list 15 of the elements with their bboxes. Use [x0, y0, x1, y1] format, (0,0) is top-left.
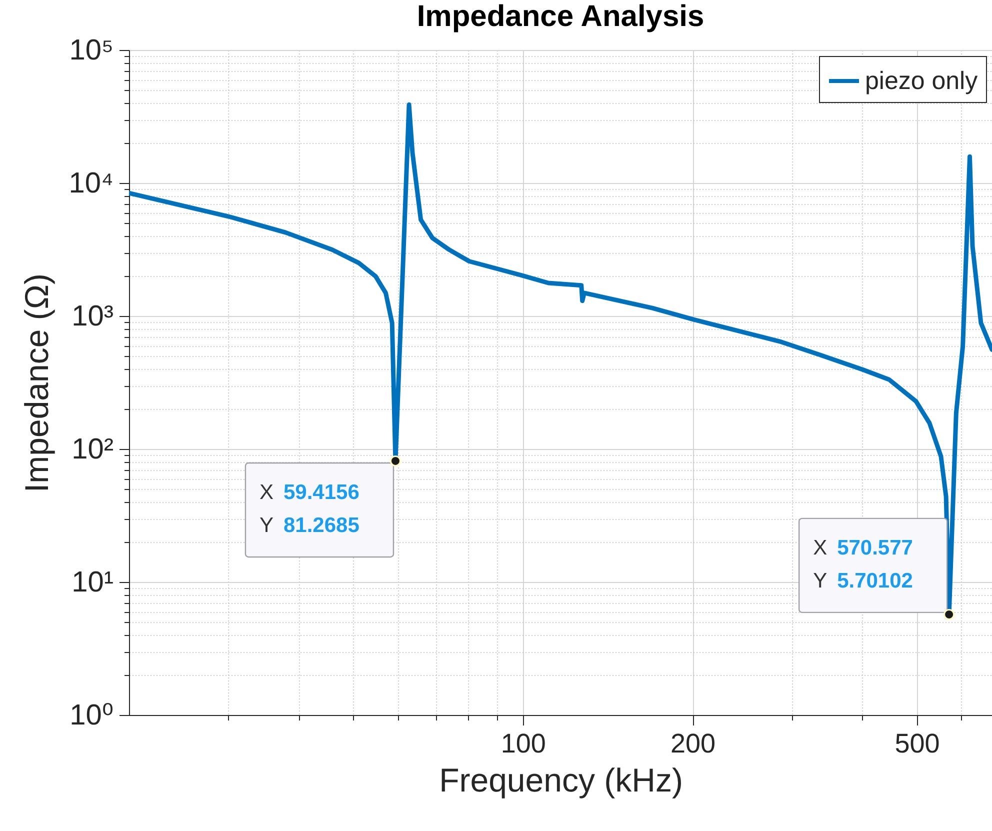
x-axis-title: Frequency (kHz)	[439, 762, 683, 798]
y-tick-label: 10²	[72, 434, 114, 466]
y-tick-label: 10⁰	[70, 700, 114, 732]
annotation: X 59.4156 Y 81.2685	[259, 480, 360, 537]
x-tick-label: 500	[894, 728, 940, 758]
y-tick-label: 10³	[72, 300, 114, 332]
y-tick-label: 10¹	[72, 566, 114, 598]
y-tick-label: 10⁵	[69, 34, 114, 66]
legend-label: piezo only	[865, 67, 978, 95]
x-tick-label: 100	[500, 728, 546, 758]
annotation: X 570.577 Y 5.70102	[813, 536, 913, 592]
y-tick-label: 10⁴	[68, 168, 114, 200]
y-axis-title: Impedance (Ω)	[18, 273, 55, 493]
chart-title: Impedance Analysis	[416, 0, 704, 33]
x-tick-label: 200	[670, 728, 716, 758]
